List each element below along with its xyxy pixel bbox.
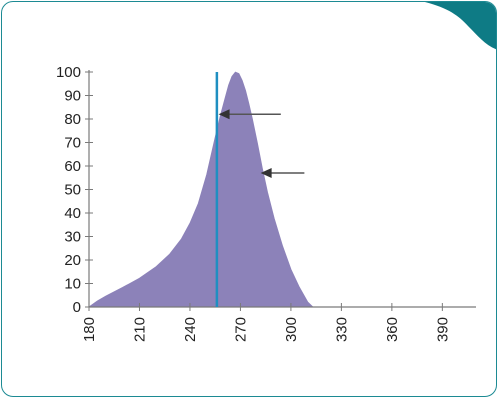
x-tick-label-210: 210 [131,317,148,342]
distribution-area [87,71,315,308]
annotation-arrowhead-1 [218,109,230,120]
y-tick-label-30: 30 [64,229,81,246]
y-tick-label-70: 70 [64,135,81,152]
x-tick-label-330: 330 [333,317,350,342]
x-tick-label-360: 360 [384,317,401,342]
y-tick-label-60: 60 [64,158,81,175]
x-tick-label-390: 390 [434,317,451,342]
x-tick-label-240: 240 [182,317,199,342]
x-tick-label-300: 300 [283,317,300,342]
y-tick-label-90: 90 [64,88,81,105]
y-tick-label-20: 20 [64,252,81,269]
x-tick-label-180: 180 [81,317,98,342]
y-tick-label-50: 50 [64,182,81,199]
distribution-chart: 0 10 20 30 40 50 60 70 80 90 100 180 210 240 270 300 330… [56,64,476,342]
corner-tab-decoration [424,2,496,50]
y-tick-label-10: 10 [64,276,81,293]
y-tick-label-80: 80 [64,111,81,128]
annotation-arrowhead-2 [260,168,272,179]
y-tick-label-40: 40 [64,205,81,222]
y-tick-label-0: 0 [73,299,81,316]
corner-tab-shape [424,2,496,50]
x-tick-label-270: 270 [232,317,249,342]
y-tick-label-100: 100 [56,64,81,81]
